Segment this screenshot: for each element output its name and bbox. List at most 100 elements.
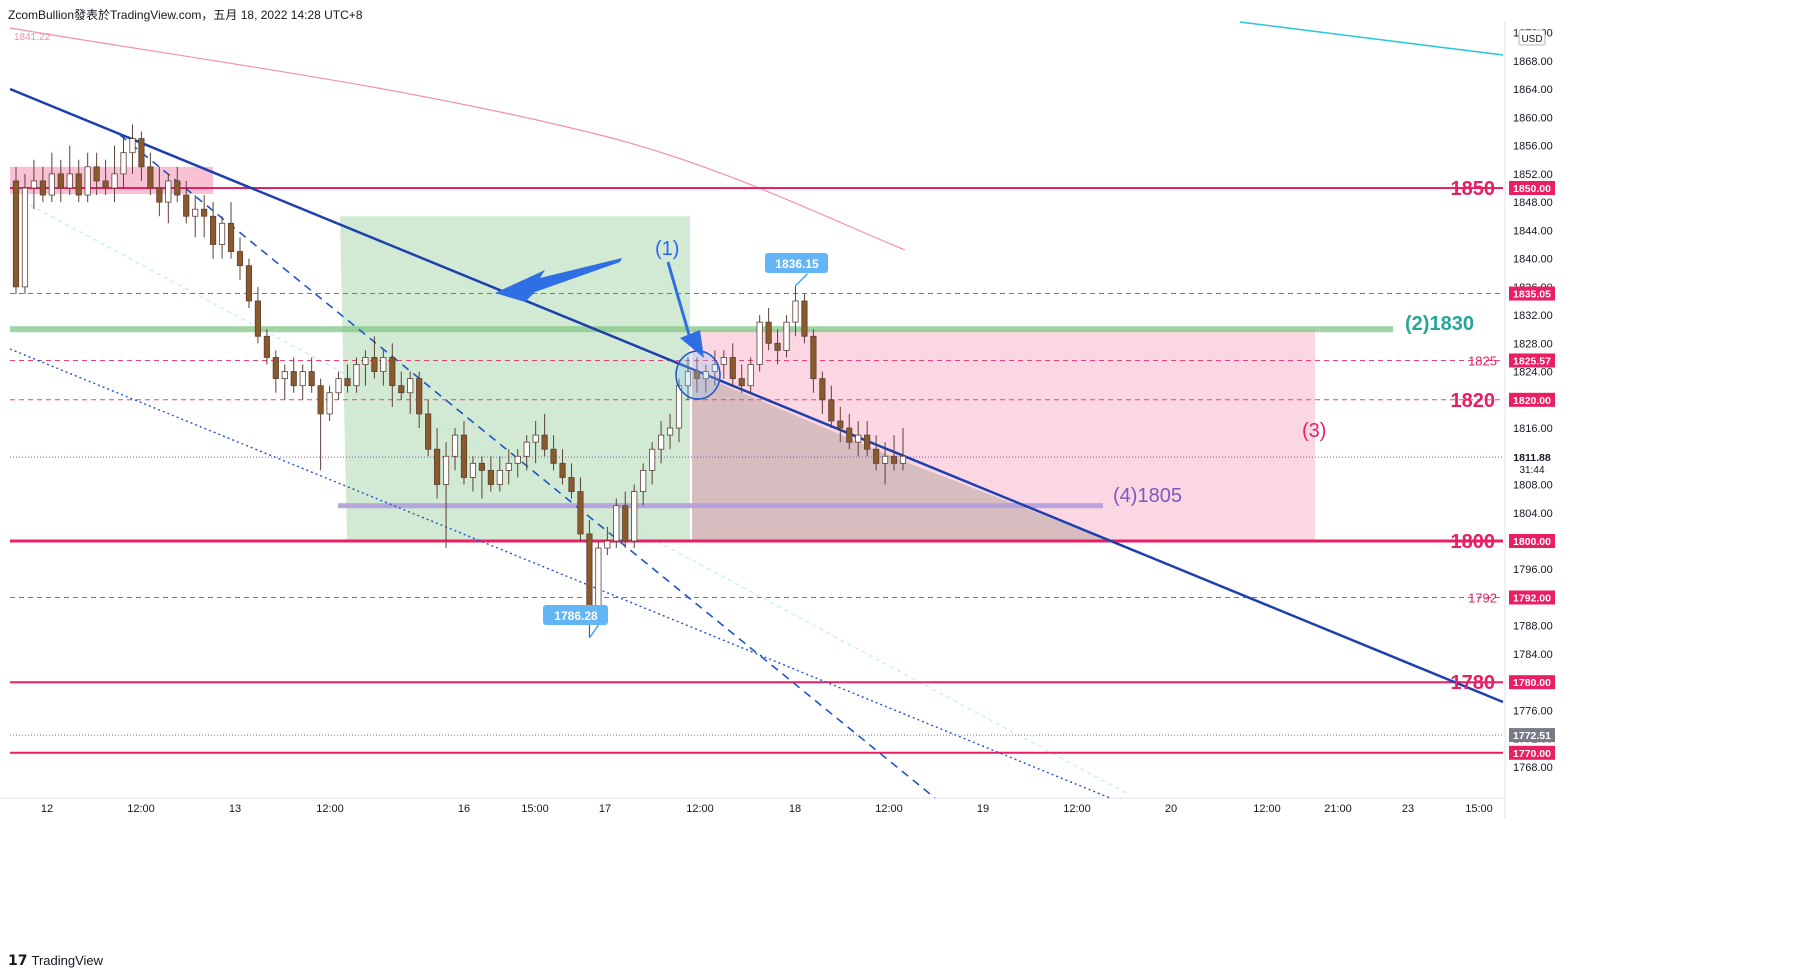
time-tick-label: 12:00 [875, 803, 903, 815]
candle [828, 385, 835, 429]
candle-body [183, 194, 190, 217]
candle [326, 385, 333, 421]
candle-body [156, 187, 163, 203]
candle-body [111, 173, 118, 189]
candle-body [469, 462, 477, 478]
candle [362, 350, 369, 386]
candle [487, 456, 494, 492]
candle-body [577, 491, 584, 535]
candle [344, 364, 351, 393]
candle [837, 406, 844, 443]
tradingview-logo-icon: 𝟭𝟳 [8, 952, 28, 968]
candle-body [380, 357, 387, 372]
candle-body [523, 441, 530, 457]
candle [371, 336, 378, 379]
candle-body [120, 152, 127, 175]
candle [398, 371, 405, 400]
time-tick-label: 20 [1165, 803, 1177, 815]
candle-body [30, 180, 38, 189]
candle [505, 449, 512, 485]
candle-body [675, 385, 683, 429]
candle [666, 413, 674, 450]
candle [75, 159, 82, 203]
candle [174, 166, 181, 203]
candle [272, 350, 279, 393]
downtrend-line-dashed [119, 134, 936, 799]
time-tick-label: 15:00 [1465, 803, 1493, 815]
candle [702, 364, 709, 393]
candle [756, 315, 763, 372]
candle-body [487, 469, 494, 485]
candle-body [299, 371, 306, 387]
price-tick-label: 1840.00 [1513, 254, 1553, 266]
price-tick-label: 1796.00 [1513, 564, 1553, 576]
candle-body [66, 173, 73, 189]
time-tick-label: 12:00 [127, 803, 155, 815]
price-tick-label: 1816.00 [1513, 423, 1553, 435]
candle [738, 364, 745, 393]
candle-body [263, 335, 270, 358]
price-badge-text: 1772.51 [1513, 730, 1551, 742]
candle [577, 477, 584, 541]
time-tick-label: 17 [599, 803, 611, 815]
candle-body [93, 166, 100, 182]
price-badge [1509, 181, 1555, 195]
brown-overlap-zone [692, 371, 1110, 541]
moving-average-line [9, 27, 906, 251]
price-tick-label: 1788.00 [1513, 621, 1553, 633]
candle [514, 449, 521, 478]
time-tick-label: 18 [789, 803, 801, 815]
candle-body [478, 462, 485, 471]
candle [532, 420, 539, 464]
candle [335, 371, 342, 400]
candle-body [899, 455, 907, 464]
arrow-down-icon [680, 330, 704, 358]
arrow-down-shaft [666, 261, 694, 346]
candle-body [658, 434, 665, 450]
candle-body [514, 455, 521, 464]
candle [801, 293, 808, 344]
candle-body [434, 448, 441, 485]
price-badge [1509, 590, 1555, 605]
candle [129, 124, 136, 174]
candle-body [568, 477, 575, 492]
price-badge-text: 1800.00 [1513, 536, 1551, 548]
candle [765, 308, 772, 351]
candle [147, 152, 154, 196]
candle-body [362, 357, 369, 365]
candle [792, 285, 799, 337]
candle [810, 329, 817, 393]
candle-body [819, 378, 826, 401]
candle-body [84, 166, 91, 196]
candle [183, 180, 190, 224]
candle-body [505, 462, 512, 471]
level-label-1825: 1825 [1468, 353, 1497, 368]
candle-body [864, 434, 871, 450]
time-tick-label: 23 [1402, 803, 1414, 815]
candle-body [837, 420, 844, 429]
time-tick-label: 19 [977, 803, 989, 815]
candle-body [451, 434, 459, 457]
candle-body [227, 222, 235, 252]
candle [783, 315, 790, 358]
candle-body [210, 215, 217, 245]
candle-body [308, 371, 315, 387]
candle-body [254, 300, 261, 337]
candle-body [442, 455, 450, 485]
price-badge-countdown: 31:44 [1519, 465, 1544, 476]
candle [819, 371, 826, 414]
candle [263, 329, 270, 365]
time-tick-label: 12:00 [316, 803, 344, 815]
level-1805-band [338, 503, 1103, 509]
candle [353, 357, 360, 393]
price-badge [1509, 745, 1555, 760]
candle [21, 173, 29, 294]
candle-body [756, 321, 763, 365]
candle [649, 442, 656, 485]
candle-body [729, 357, 736, 380]
currency-badge [1518, 29, 1546, 46]
candle [711, 350, 718, 386]
candle-body [631, 491, 638, 542]
price-badge-text: 1820.00 [1513, 395, 1551, 407]
